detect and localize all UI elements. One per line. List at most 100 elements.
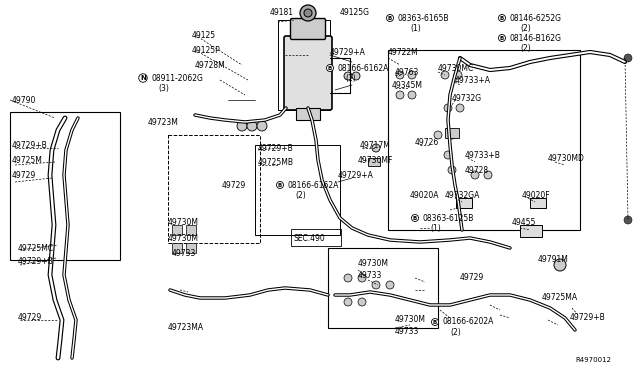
- Circle shape: [624, 54, 632, 62]
- Text: (1): (1): [345, 74, 356, 83]
- Bar: [172, 225, 182, 235]
- Text: 49728M: 49728M: [195, 61, 226, 70]
- Text: 49730M: 49730M: [395, 315, 426, 324]
- Text: N: N: [140, 75, 146, 81]
- Text: 49729+A: 49729+A: [338, 170, 374, 180]
- Circle shape: [554, 259, 566, 271]
- Text: (2): (2): [450, 327, 461, 337]
- Bar: [520, 225, 542, 237]
- Text: 49729: 49729: [12, 170, 36, 180]
- Text: 49733: 49733: [395, 327, 419, 337]
- Text: (2): (2): [295, 190, 306, 199]
- Circle shape: [300, 5, 316, 21]
- Text: B: B: [500, 35, 504, 41]
- Text: 49791M: 49791M: [538, 256, 569, 264]
- Text: 49732G: 49732G: [452, 93, 482, 103]
- Text: 49125: 49125: [192, 31, 216, 39]
- Text: 49345M: 49345M: [392, 80, 423, 90]
- Text: 49729+B: 49729+B: [12, 141, 48, 150]
- Text: 49730M: 49730M: [168, 218, 199, 227]
- Bar: [296, 108, 320, 120]
- Text: 49729+B: 49729+B: [18, 257, 54, 266]
- Text: 49125P: 49125P: [192, 45, 221, 55]
- Text: 49728: 49728: [465, 166, 489, 174]
- Circle shape: [456, 104, 464, 112]
- Text: (2): (2): [520, 23, 531, 32]
- Text: 49733+A: 49733+A: [455, 76, 491, 84]
- Text: 49729: 49729: [18, 314, 42, 323]
- Bar: [168, 135, 260, 243]
- Text: 49181: 49181: [270, 7, 294, 16]
- Text: 49725M: 49725M: [12, 155, 43, 164]
- Text: 49730M: 49730M: [168, 234, 199, 243]
- Bar: [388, 50, 580, 230]
- Bar: [278, 20, 330, 110]
- Text: 49790: 49790: [12, 96, 36, 105]
- Circle shape: [396, 71, 404, 79]
- Text: B: B: [388, 16, 392, 20]
- Text: B: B: [278, 183, 282, 187]
- Circle shape: [372, 281, 380, 289]
- Text: 49726: 49726: [415, 138, 439, 147]
- Text: 08146-B162G: 08146-B162G: [510, 33, 562, 42]
- Circle shape: [344, 72, 352, 80]
- Text: B: B: [433, 320, 437, 324]
- Text: 49729: 49729: [460, 273, 484, 282]
- Text: 08363-6165B: 08363-6165B: [398, 13, 449, 22]
- Bar: [255, 145, 340, 235]
- Bar: [445, 128, 459, 138]
- Bar: [328, 248, 438, 328]
- Text: 08911-2062G: 08911-2062G: [152, 74, 204, 83]
- Circle shape: [358, 298, 366, 306]
- Text: 49020F: 49020F: [522, 190, 550, 199]
- Circle shape: [237, 121, 247, 131]
- Circle shape: [408, 91, 416, 99]
- Text: 49723M: 49723M: [148, 118, 179, 126]
- Text: 49730M: 49730M: [358, 259, 389, 267]
- Text: B: B: [328, 65, 332, 71]
- Text: 08166-6162A: 08166-6162A: [288, 180, 339, 189]
- Circle shape: [358, 274, 366, 282]
- Circle shape: [434, 131, 442, 139]
- Text: 49723MA: 49723MA: [168, 324, 204, 333]
- Bar: [530, 198, 546, 208]
- Text: 49732GA: 49732GA: [445, 190, 481, 199]
- Circle shape: [372, 144, 380, 152]
- Circle shape: [448, 131, 456, 139]
- Text: 49125G: 49125G: [340, 7, 370, 16]
- Text: 49020A: 49020A: [410, 190, 440, 199]
- Circle shape: [396, 91, 404, 99]
- Text: 49730MF: 49730MF: [358, 155, 394, 164]
- Bar: [456, 198, 472, 208]
- FancyBboxPatch shape: [284, 36, 332, 110]
- Text: 49730MD: 49730MD: [548, 154, 585, 163]
- FancyBboxPatch shape: [291, 19, 326, 39]
- Text: 49725MB: 49725MB: [258, 157, 294, 167]
- Text: (3): (3): [158, 83, 169, 93]
- Text: (1): (1): [430, 224, 441, 232]
- Text: 49729: 49729: [222, 180, 246, 189]
- Circle shape: [304, 9, 312, 17]
- Text: 49725MA: 49725MA: [542, 294, 578, 302]
- Circle shape: [386, 281, 394, 289]
- Text: 49729+B: 49729+B: [570, 314, 605, 323]
- Text: 08363-6125B: 08363-6125B: [423, 214, 474, 222]
- Text: 49763: 49763: [395, 67, 419, 77]
- Text: 49729+A: 49729+A: [330, 48, 366, 57]
- Text: 08166-6162A: 08166-6162A: [338, 64, 389, 73]
- Bar: [10, 112, 120, 260]
- Text: (1): (1): [410, 23, 420, 32]
- Bar: [172, 243, 182, 253]
- Bar: [368, 158, 380, 166]
- Circle shape: [344, 298, 352, 306]
- Circle shape: [247, 121, 257, 131]
- Circle shape: [484, 171, 492, 179]
- Circle shape: [448, 166, 456, 174]
- Circle shape: [352, 72, 360, 80]
- Circle shape: [444, 151, 452, 159]
- Circle shape: [408, 71, 416, 79]
- Circle shape: [257, 121, 267, 131]
- Text: B: B: [413, 215, 417, 221]
- Text: B: B: [500, 16, 504, 20]
- Circle shape: [444, 104, 452, 112]
